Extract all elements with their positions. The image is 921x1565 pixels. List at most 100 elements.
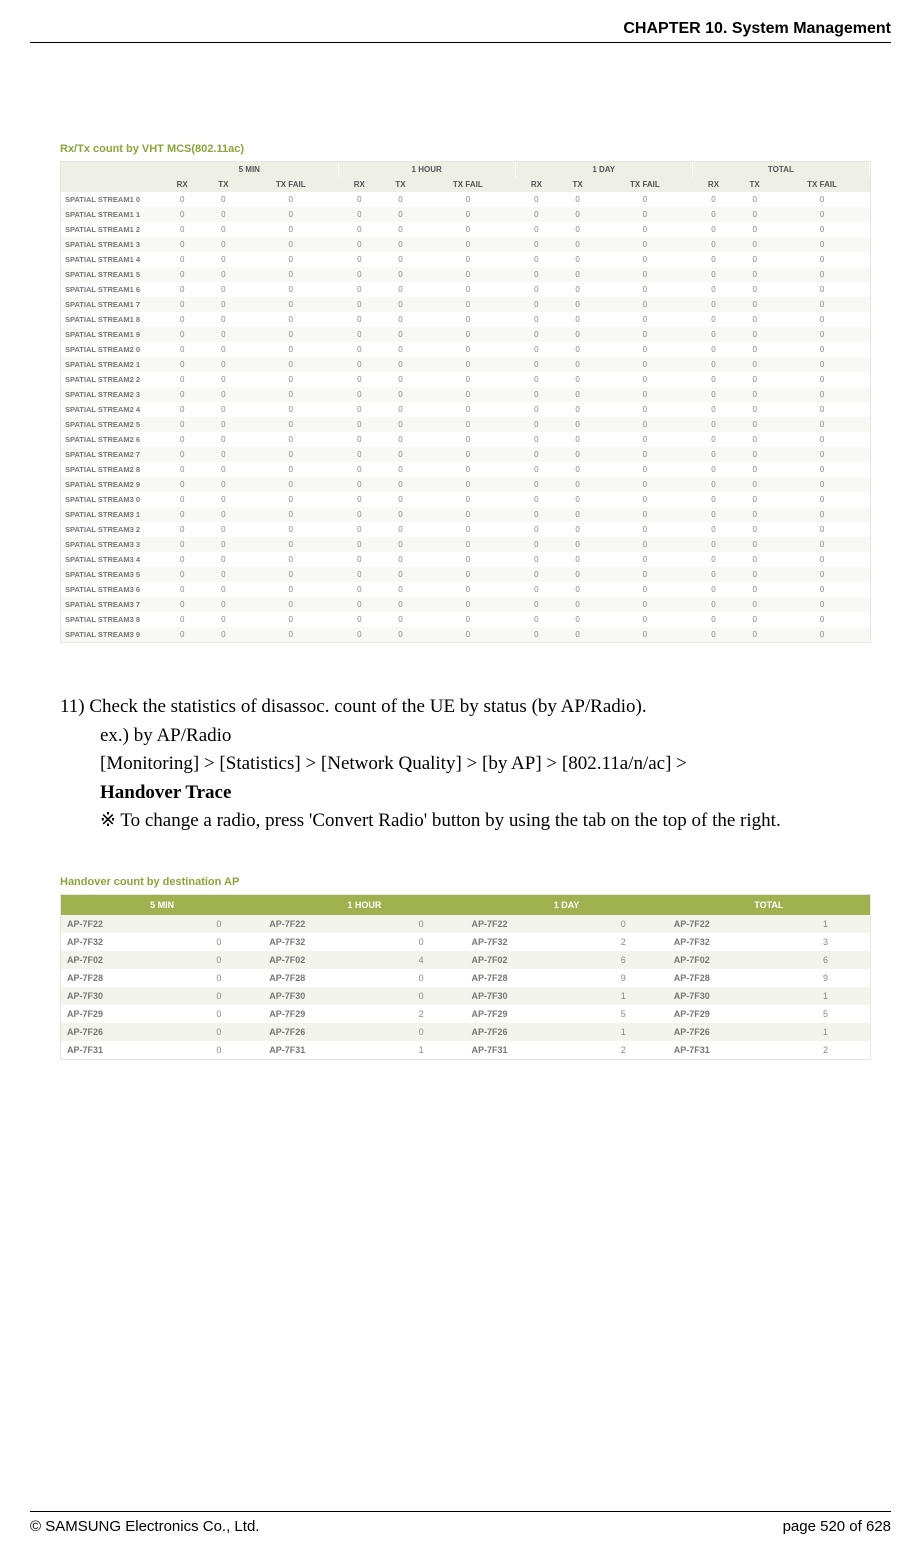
- table1-rowlabel: SPATIAL STREAM2 4: [61, 402, 161, 417]
- table1-rowlabel: SPATIAL STREAM3 7: [61, 597, 161, 612]
- table1-rowlabel: SPATIAL STREAM2 5: [61, 417, 161, 432]
- table1-cell: 0: [161, 252, 203, 267]
- table1-subcol: TX FAIL: [243, 177, 338, 192]
- table2-aplabel: AP-7F22: [668, 915, 817, 933]
- table2-col: 5 MIN: [61, 895, 263, 915]
- table1-cell: 0: [420, 507, 515, 522]
- table1-cell: 0: [598, 432, 693, 447]
- table-row: SPATIAL STREAM3 3000000000000: [61, 537, 870, 552]
- table1-cell: 0: [598, 447, 693, 462]
- table1-cell: 0: [735, 387, 775, 402]
- table1-subcol: TX FAIL: [598, 177, 693, 192]
- table2-aplabel: AP-7F28: [465, 969, 614, 987]
- table1-cell: 0: [735, 627, 775, 642]
- table1-cell: 0: [775, 552, 870, 567]
- table1-cell: 0: [203, 222, 243, 237]
- table1-cell: 0: [203, 627, 243, 642]
- table1-cell: 0: [338, 372, 380, 387]
- table1-cell: 0: [381, 477, 421, 492]
- table1-cell: 0: [692, 372, 734, 387]
- table1-cell: 0: [420, 327, 515, 342]
- table-row: SPATIAL STREAM1 0000000000000: [61, 192, 870, 207]
- table1-cell: 0: [338, 207, 380, 222]
- table1-cell: 0: [338, 447, 380, 462]
- table2-aplabel: AP-7F29: [668, 1005, 817, 1023]
- table1-cell: 0: [735, 207, 775, 222]
- table-row: AP-7F280AP-7F280AP-7F289AP-7F289: [61, 969, 870, 987]
- table1-cell: 0: [558, 327, 598, 342]
- table1-cell: 0: [515, 357, 557, 372]
- table1-cell: 0: [161, 237, 203, 252]
- table1-cell: 0: [203, 522, 243, 537]
- table1-cell: 0: [338, 267, 380, 282]
- table1-cell: 0: [598, 372, 693, 387]
- table1-cell: 0: [161, 357, 203, 372]
- table1-cell: 0: [161, 447, 203, 462]
- table1-cell: 0: [735, 417, 775, 432]
- table1-cell: 0: [515, 612, 557, 627]
- body-line4: ※ To change a radio, press 'Convert Radi…: [100, 807, 871, 836]
- table1-cell: 0: [735, 192, 775, 207]
- table2-apval: 0: [210, 915, 263, 933]
- table1-cell: 0: [692, 192, 734, 207]
- table2-head: 5 MIN1 HOUR1 DAYTOTAL: [61, 895, 870, 915]
- table1-title: Rx/Tx count by VHT MCS(802.11ac): [60, 143, 871, 155]
- table2-apval: 1: [413, 1041, 466, 1059]
- table-row: SPATIAL STREAM3 8000000000000: [61, 612, 870, 627]
- table1-cell: 0: [598, 252, 693, 267]
- table2-aplabel: AP-7F22: [61, 915, 210, 933]
- table1-cell: 0: [420, 567, 515, 582]
- table1-cell: 0: [243, 522, 338, 537]
- table1-cell: 0: [243, 267, 338, 282]
- table1-cell: 0: [775, 582, 870, 597]
- table1-cell: 0: [203, 267, 243, 282]
- body-line3-bold: Handover Trace: [100, 782, 231, 803]
- table1-cell: 0: [558, 387, 598, 402]
- table1-cell: 0: [420, 597, 515, 612]
- table1-cell: 0: [338, 222, 380, 237]
- table1-section: Rx/Tx count by VHT MCS(802.11ac) 5 MIN1 …: [60, 143, 871, 643]
- table1-rowlabel: SPATIAL STREAM2 6: [61, 432, 161, 447]
- table1-body: SPATIAL STREAM1 0000000000000 SPATIAL STR…: [61, 192, 870, 642]
- table1-cell: 0: [161, 282, 203, 297]
- table1-cell: 0: [203, 462, 243, 477]
- table1-cell: 0: [338, 312, 380, 327]
- table1-cell: 0: [558, 552, 598, 567]
- table2-aplabel: AP-7F30: [465, 987, 614, 1005]
- table1-cell: 0: [203, 312, 243, 327]
- table1-cell: 0: [243, 252, 338, 267]
- table1-cell: 0: [161, 207, 203, 222]
- table2-aplabel: AP-7F31: [263, 1041, 412, 1059]
- table1-cell: 0: [692, 342, 734, 357]
- table1-cell: 0: [735, 222, 775, 237]
- table2-col: 1 HOUR: [263, 895, 465, 915]
- table1-cell: 0: [735, 402, 775, 417]
- table2-apval: 5: [615, 1005, 668, 1023]
- table1-cell: 0: [735, 237, 775, 252]
- table1-cell: 0: [775, 537, 870, 552]
- table2-aplabel: AP-7F31: [668, 1041, 817, 1059]
- table1-cell: 0: [558, 297, 598, 312]
- table1-subcol: TX: [735, 177, 775, 192]
- table1-cell: 0: [420, 432, 515, 447]
- table1-cell: 0: [692, 597, 734, 612]
- table1-cell: 0: [775, 492, 870, 507]
- table1-cell: 0: [243, 207, 338, 222]
- table1-cell: 0: [161, 582, 203, 597]
- table1-cell: 0: [735, 282, 775, 297]
- table1-cell: 0: [243, 372, 338, 387]
- table1-cell: 0: [381, 612, 421, 627]
- body-line3: [Monitoring] > [Statistics] > [Network Q…: [100, 750, 871, 779]
- table2-aplabel: AP-7F22: [263, 915, 412, 933]
- table-row: AP-7F310AP-7F311AP-7F312AP-7F312: [61, 1041, 870, 1059]
- table1-cell: 0: [161, 312, 203, 327]
- table-row: SPATIAL STREAM3 2000000000000: [61, 522, 870, 537]
- table1-cell: 0: [381, 342, 421, 357]
- table1-cell: 0: [161, 567, 203, 582]
- table1-cell: 0: [243, 582, 338, 597]
- table-row: SPATIAL STREAM2 3000000000000: [61, 387, 870, 402]
- table1-cell: 0: [243, 312, 338, 327]
- table1-cell: 0: [735, 477, 775, 492]
- table1-cell: 0: [515, 252, 557, 267]
- table1-cell: 0: [558, 237, 598, 252]
